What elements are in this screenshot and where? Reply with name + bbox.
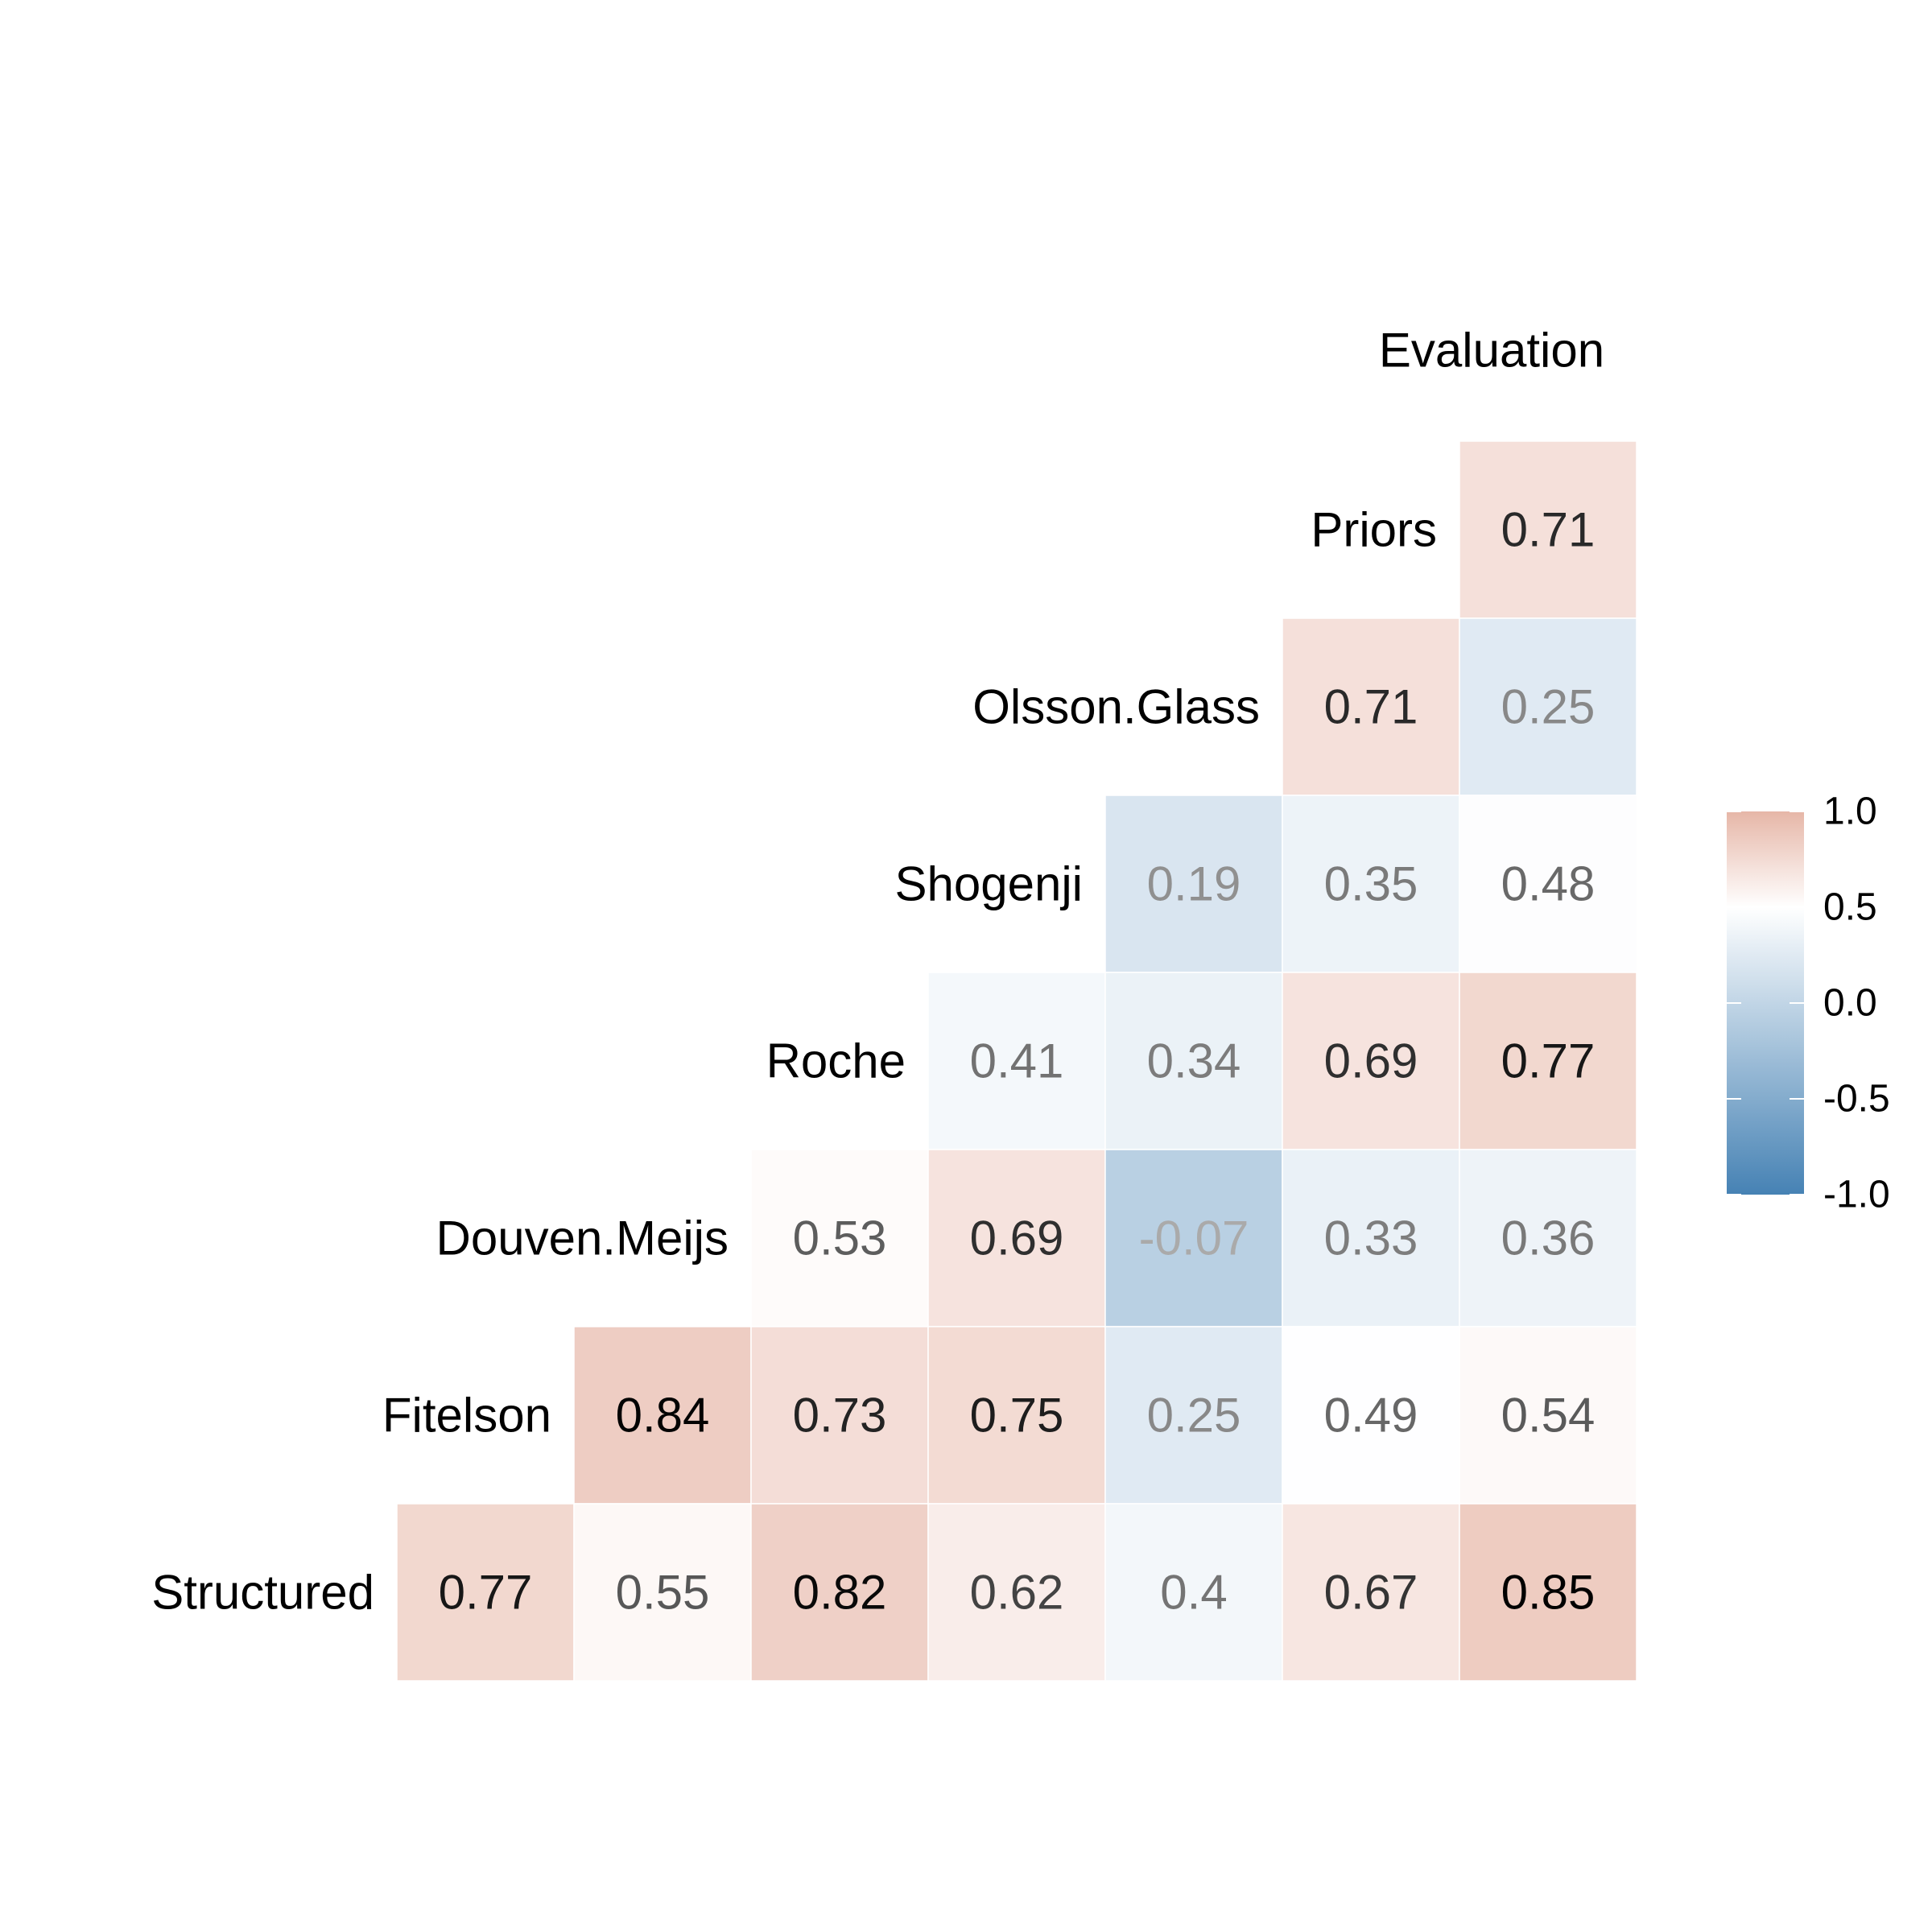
cell-value-label: -0.07	[1139, 1212, 1249, 1265]
heatmap-cell	[927, 1503, 1106, 1682]
heatmap-cell	[396, 1503, 575, 1682]
heatmap-cells: 0.71 0.71 0.25 0.19 0.35 0.48 0.41 0.34 0.69 0.77…	[396, 440, 1637, 1682]
heatmap-cell	[1459, 440, 1637, 619]
heatmap-cell	[750, 1503, 929, 1682]
heatmap-cell	[1282, 1503, 1460, 1682]
heatmap-cell	[1282, 972, 1460, 1150]
cell-value-label: 0.25	[1147, 1389, 1241, 1443]
cell-value-label: 0.67	[1324, 1566, 1418, 1620]
cell-value-label: 0.35	[1324, 857, 1418, 911]
cell-value-label: 0.4	[1160, 1566, 1227, 1620]
cell-value-label: 0.41	[970, 1034, 1064, 1088]
heatmap-cell	[750, 1326, 929, 1505]
cell-value-label: 0.48	[1501, 857, 1596, 911]
heatmap-cell	[573, 1503, 752, 1682]
heatmap-cell	[1459, 1326, 1637, 1505]
color-legend: 1.0 0.5 0.0 -0.5 -1.0	[1727, 791, 1890, 1216]
heatmap-cell	[1104, 1503, 1283, 1682]
cell-value-label: 0.77	[1501, 1034, 1596, 1088]
heatmap-cell	[1459, 1503, 1637, 1682]
row-label-fitelson: Fitelson	[382, 1389, 551, 1443]
row-label-structured: Structured	[151, 1566, 374, 1620]
cell-value-label: 0.82	[793, 1566, 887, 1620]
heatmap-cell	[1459, 795, 1637, 973]
heatmap-cell	[750, 1149, 929, 1327]
cell-value-label: 0.84	[616, 1389, 710, 1443]
heatmap-cell	[927, 1326, 1106, 1505]
cell-value-label: 0.77	[439, 1566, 533, 1620]
legend-tick-label: -0.5	[1823, 1078, 1890, 1121]
heatmap-cell	[1459, 1149, 1637, 1327]
cell-value-label: 0.34	[1147, 1034, 1241, 1088]
heatmap-cell	[1282, 1149, 1460, 1327]
row-label-olsson-glass: Olsson.Glass	[972, 680, 1260, 734]
legend-tick-label: -1.0	[1823, 1174, 1890, 1216]
column-label-evaluation: Evaluation	[1379, 324, 1604, 378]
legend-tick-label: 1.0	[1823, 791, 1877, 833]
cell-value-label: 0.36	[1501, 1212, 1596, 1265]
heatmap-cell	[1104, 1149, 1283, 1327]
heatmap-cell	[1282, 1326, 1460, 1505]
cell-value-label: 0.71	[1324, 680, 1418, 734]
row-label-shogenji: Shogenji	[894, 857, 1083, 911]
heatmap-cell	[573, 1326, 752, 1505]
row-label-roche: Roche	[766, 1034, 906, 1088]
legend-tick-label: 0.5	[1823, 886, 1877, 929]
cell-value-label: 0.75	[970, 1389, 1064, 1443]
cell-value-label: 0.69	[970, 1212, 1064, 1265]
cell-value-label: 0.85	[1501, 1566, 1596, 1620]
cell-value-label: 0.55	[616, 1566, 710, 1620]
cell-value-label: 0.62	[970, 1566, 1064, 1620]
cell-value-label: 0.19	[1147, 857, 1241, 911]
cell-value-label: 0.53	[793, 1212, 887, 1265]
heatmap-cell	[1459, 972, 1637, 1150]
heatmap-cell	[1282, 795, 1460, 973]
heatmap-cell	[1104, 972, 1283, 1150]
heatmap-cell	[927, 1149, 1106, 1327]
cell-value-label: 0.69	[1324, 1034, 1418, 1088]
cell-value-label: 0.71	[1501, 503, 1596, 557]
cell-value-label: 0.49	[1324, 1389, 1418, 1443]
row-label-douven-meijs: Douven.Meijs	[436, 1212, 729, 1265]
variable-labels: Priors Olsson.Glass Shogenji Roche Douven.Me…	[151, 324, 1604, 1620]
cell-value-label: 0.33	[1324, 1212, 1418, 1265]
row-label-priors: Priors	[1311, 503, 1437, 557]
cell-value-label: 0.25	[1501, 680, 1596, 734]
cell-value-label: 0.73	[793, 1389, 887, 1443]
cell-value-label: 0.54	[1501, 1389, 1596, 1443]
heatmap-cell	[1104, 795, 1283, 973]
legend-tick-label: 0.0	[1823, 982, 1877, 1025]
